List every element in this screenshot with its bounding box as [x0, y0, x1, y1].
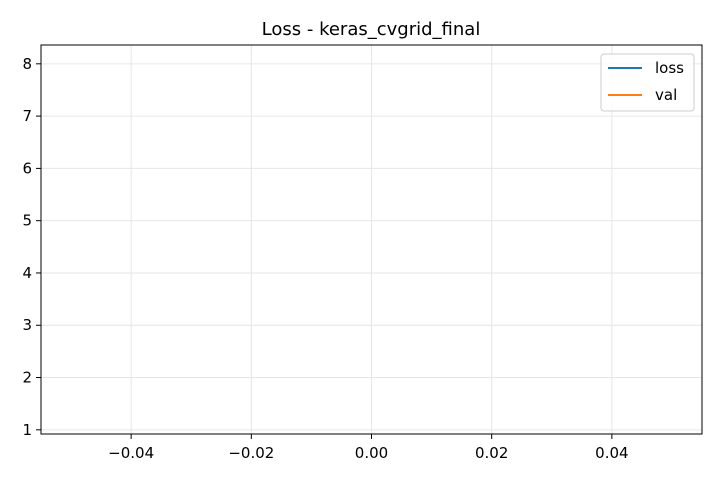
y-tick-label: 2 [22, 369, 32, 387]
grid-lines [41, 45, 702, 434]
y-tick-label: 5 [22, 212, 32, 230]
legend: loss val [600, 53, 695, 112]
x-tick-label: −0.02 [228, 444, 274, 462]
plot-frame [40, 44, 703, 435]
x-tick-label: 0.00 [355, 444, 388, 462]
y-tick-label: 6 [22, 159, 32, 177]
x-axis-ticks: −0.04 −0.02 0.00 0.02 0.04 [108, 434, 629, 462]
x-tick-label: 0.04 [595, 444, 628, 462]
y-tick-label: 7 [22, 107, 32, 125]
y-tick-label: 3 [22, 316, 32, 334]
chart-title: Loss - keras_cvgrid_final [262, 19, 481, 40]
x-tick-label: 0.02 [475, 444, 508, 462]
y-tick-label: 8 [22, 55, 32, 73]
y-tick-label: 4 [22, 264, 32, 282]
legend-label-loss: loss [655, 59, 684, 77]
y-tick-label: 1 [22, 421, 32, 439]
x-tick-label: −0.04 [108, 444, 154, 462]
legend-label-val: val [655, 86, 677, 104]
y-axis-ticks: 1 2 3 4 5 6 7 8 [22, 55, 41, 439]
